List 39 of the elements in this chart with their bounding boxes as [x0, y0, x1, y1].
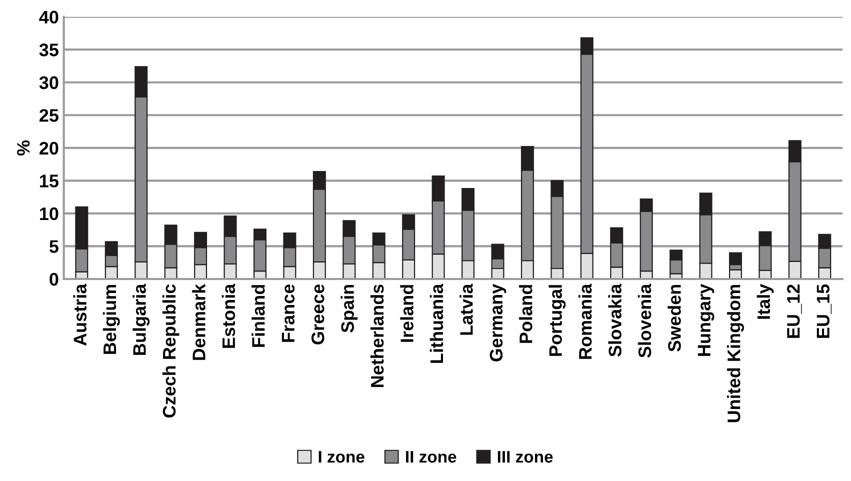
legend-label: III zone: [498, 451, 553, 463]
y-tick-label: 15: [40, 174, 58, 188]
x-tick-label: Netherlands: [370, 284, 384, 387]
x-tick-label: United Kingdom: [727, 284, 744, 422]
x-tick-label: Slovakia: [608, 284, 622, 357]
x-tick-label: Latvia: [460, 284, 473, 335]
y-tick-label: 10: [40, 207, 58, 220]
y-tick-label: 20: [40, 142, 58, 155]
legend-label: II zone: [406, 451, 456, 463]
x-tick-label: EU_15: [816, 284, 832, 338]
legend-label: I zone: [318, 451, 364, 463]
x-tick-label: Bulgaria: [132, 284, 150, 355]
x-tick-label: Greece: [311, 284, 324, 344]
x-tick-label: Lithuania: [430, 284, 444, 363]
x-tick-label: Germany: [490, 284, 506, 362]
x-tick-label: Ireland: [400, 285, 414, 342]
x-tick-label: Portugal: [548, 285, 566, 356]
x-tick-label: Sweden: [668, 284, 681, 352]
x-tick-label: Italy: [756, 284, 774, 319]
x-tick-label: Poland: [519, 285, 532, 343]
x-tick-label: Hungary: [698, 284, 714, 356]
x-tick-label: Romania: [578, 284, 592, 359]
y-tick-label: 25: [40, 109, 58, 122]
x-tick-label: Slovenia: [638, 284, 652, 358]
x-tick-label: Belgium: [102, 284, 120, 354]
y-tick-label: 40: [39, 10, 58, 24]
x-tick-label: EU_12: [787, 284, 802, 338]
x-tick-label: Czech Republic: [162, 284, 180, 418]
x-tick-label: France: [282, 284, 295, 342]
x-tick-label: Austria: [73, 284, 87, 346]
y-tick-label: 30: [39, 76, 58, 90]
x-tick-label: Spain: [340, 284, 358, 332]
x-tick-label: Denmark: [192, 284, 206, 360]
x-tick-label: Finland: [252, 285, 265, 347]
x-tick-label: Estonia: [222, 284, 236, 348]
y-tick-label: 0: [50, 272, 58, 286]
y-axis-title: %: [17, 140, 30, 156]
y-tick-label: 5: [49, 240, 58, 253]
y-tick-label: 35: [39, 44, 58, 56]
